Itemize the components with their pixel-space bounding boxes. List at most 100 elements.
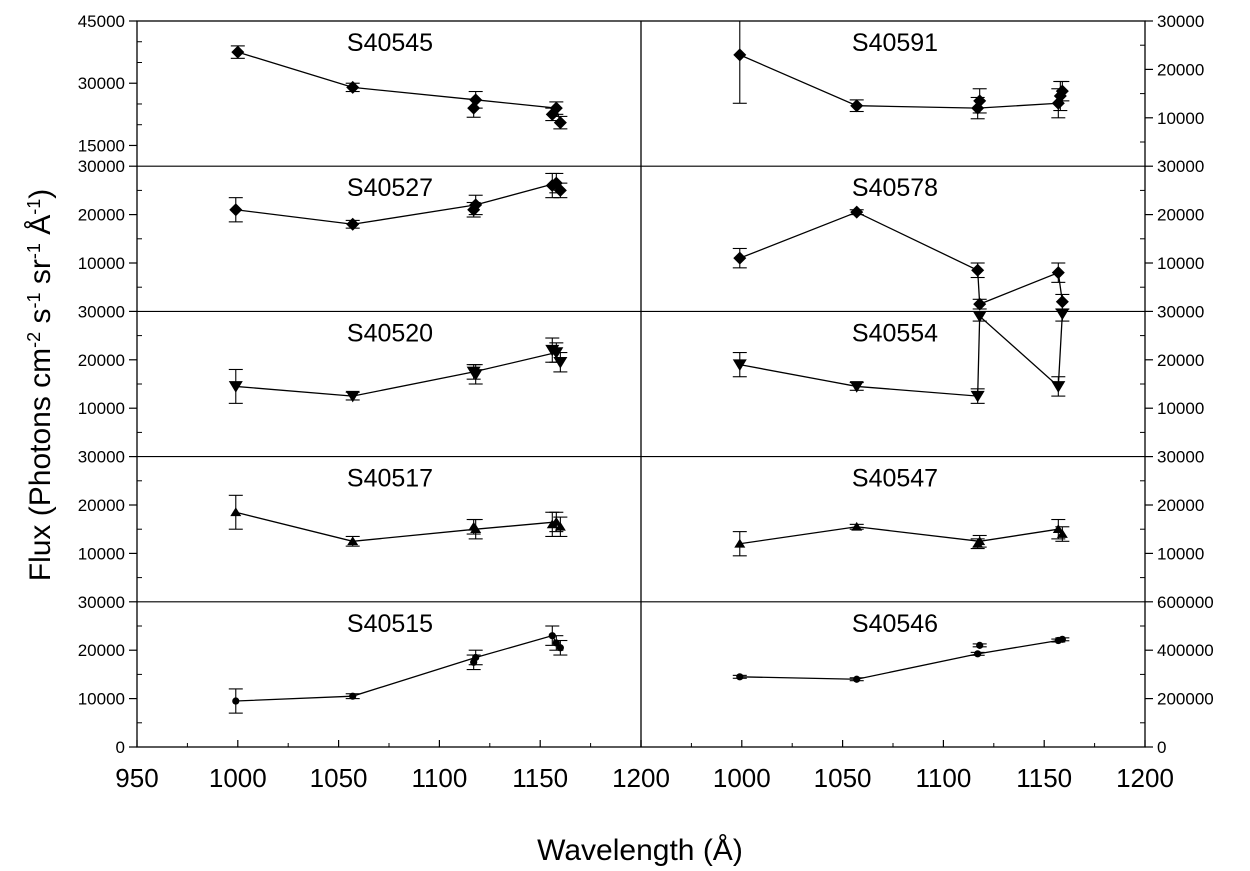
data-point: [228, 381, 243, 393]
panel-title-s40591: S40591: [852, 29, 938, 57]
data-point: [230, 507, 242, 517]
series-line-s40517: [235, 511, 557, 542]
y-tick-label: 400000: [1157, 641, 1214, 660]
y-axis-title-sup3: -1: [24, 243, 44, 259]
y-tick-label: 20000: [1157, 60, 1204, 79]
data-point: [1051, 266, 1065, 280]
y-tick-label: 30000: [78, 593, 125, 612]
y-axis-title-mid3: Å: [24, 215, 57, 243]
series-line-s40547: [739, 526, 1059, 545]
panel-title-s40515: S40515: [347, 610, 433, 638]
data-point: [469, 198, 483, 212]
data-point: [553, 356, 568, 369]
data-point: [974, 536, 986, 546]
panel-title-s40517: S40517: [347, 465, 433, 493]
data-point: [973, 94, 987, 108]
x-tick-label: 1050: [310, 763, 368, 793]
x-tick-label: 1050: [814, 763, 872, 793]
data-point: [553, 116, 567, 130]
y-tick-label: 45000: [78, 12, 125, 31]
panel-title-s40578: S40578: [852, 174, 938, 202]
data-point: [468, 369, 483, 381]
data-point: [553, 183, 567, 197]
panel-title-s40527: S40527: [347, 174, 433, 202]
y-tick-label: 600000: [1157, 593, 1214, 612]
x-tick-label: 1000: [713, 763, 771, 793]
series-line-s40591: [739, 54, 1059, 109]
y-tick-label: 20000: [78, 496, 125, 515]
data-point: [231, 45, 245, 59]
data-point: [850, 205, 864, 219]
data-point: [1055, 308, 1070, 321]
panel-title-s40545: S40545: [347, 29, 433, 57]
y-tick-label: 10000: [1157, 399, 1204, 418]
data-point: [736, 673, 744, 681]
data-point: [1058, 635, 1066, 643]
y-tick-label: 10000: [1157, 109, 1204, 128]
data-point: [733, 48, 747, 62]
data-point: [229, 203, 243, 217]
data-point: [1056, 529, 1068, 538]
data-point: [347, 536, 359, 546]
series-line-s40578: [739, 211, 1063, 306]
y-tick-label: 20000: [1157, 496, 1204, 515]
y-tick-label: 20000: [78, 641, 125, 660]
series-line-s40545: [237, 51, 561, 123]
y-tick-label: 10000: [78, 544, 125, 563]
series-line-s40520: [235, 351, 557, 397]
data-point: [554, 521, 566, 531]
x-tick-label: 950: [115, 763, 158, 793]
series-line-s40546: [739, 638, 1063, 680]
y-tick-label: 10000: [1157, 544, 1204, 563]
data-point: [550, 516, 562, 526]
data-point: [556, 644, 564, 652]
y-tick-label: 30000: [1157, 157, 1204, 176]
y-tick-label: 200000: [1157, 690, 1214, 709]
data-point: [469, 93, 483, 107]
data-point: [974, 650, 982, 658]
y-tick-label: 30000: [78, 74, 125, 93]
y-axis-title-main: Flux (Photons cm: [24, 348, 57, 581]
panel-title-s40547: S40547: [852, 465, 938, 493]
x-tick-label: 1100: [915, 763, 971, 793]
data-point: [1055, 84, 1069, 98]
data-point: [472, 653, 480, 662]
x-tick-label: 1200: [612, 763, 670, 793]
y-tick-label: 20000: [78, 206, 125, 225]
series-line-s40527: [235, 182, 557, 225]
y-tick-label: 20000: [78, 351, 125, 370]
y-tick-label: 0: [1157, 738, 1166, 757]
y-axis-title: Flux (Photons cm-2 s-1 sr-1 Å-1): [24, 189, 57, 582]
y-tick-label: 10000: [78, 690, 125, 709]
y-tick-label: 30000: [78, 302, 125, 321]
x-tick-label: 1150: [512, 763, 568, 793]
data-point: [549, 101, 563, 115]
data-point: [976, 641, 984, 649]
y-axis-title-sup2: -1: [24, 292, 44, 308]
y-axis-title-sup1: -2: [24, 332, 44, 348]
panel-title-s40554: S40554: [852, 319, 938, 347]
data-point: [850, 99, 864, 113]
y-tick-label: 30000: [78, 157, 125, 176]
data-point: [345, 390, 360, 403]
data-point: [970, 390, 985, 403]
y-tick-label: 0: [116, 738, 125, 757]
y-tick-label: 30000: [78, 448, 125, 467]
y-tick-label: 10000: [1157, 254, 1204, 273]
data-point: [853, 675, 861, 683]
x-tick-label: 1150: [1016, 763, 1072, 793]
data-point: [1052, 524, 1064, 534]
panel-title-s40520: S40520: [347, 319, 433, 347]
x-tick-label: 1100: [411, 763, 467, 793]
data-point: [349, 692, 357, 700]
data-point: [1055, 295, 1069, 309]
data-point: [734, 538, 746, 548]
y-axis-title-mid2: sr: [24, 259, 57, 292]
y-tick-label: 20000: [1157, 206, 1204, 225]
y-axis-title-sup4: -1: [24, 199, 44, 215]
series-line-s40515: [235, 634, 557, 702]
data-point: [849, 381, 864, 393]
x-tick-label: 1000: [209, 763, 267, 793]
y-tick-label: 10000: [78, 254, 125, 273]
